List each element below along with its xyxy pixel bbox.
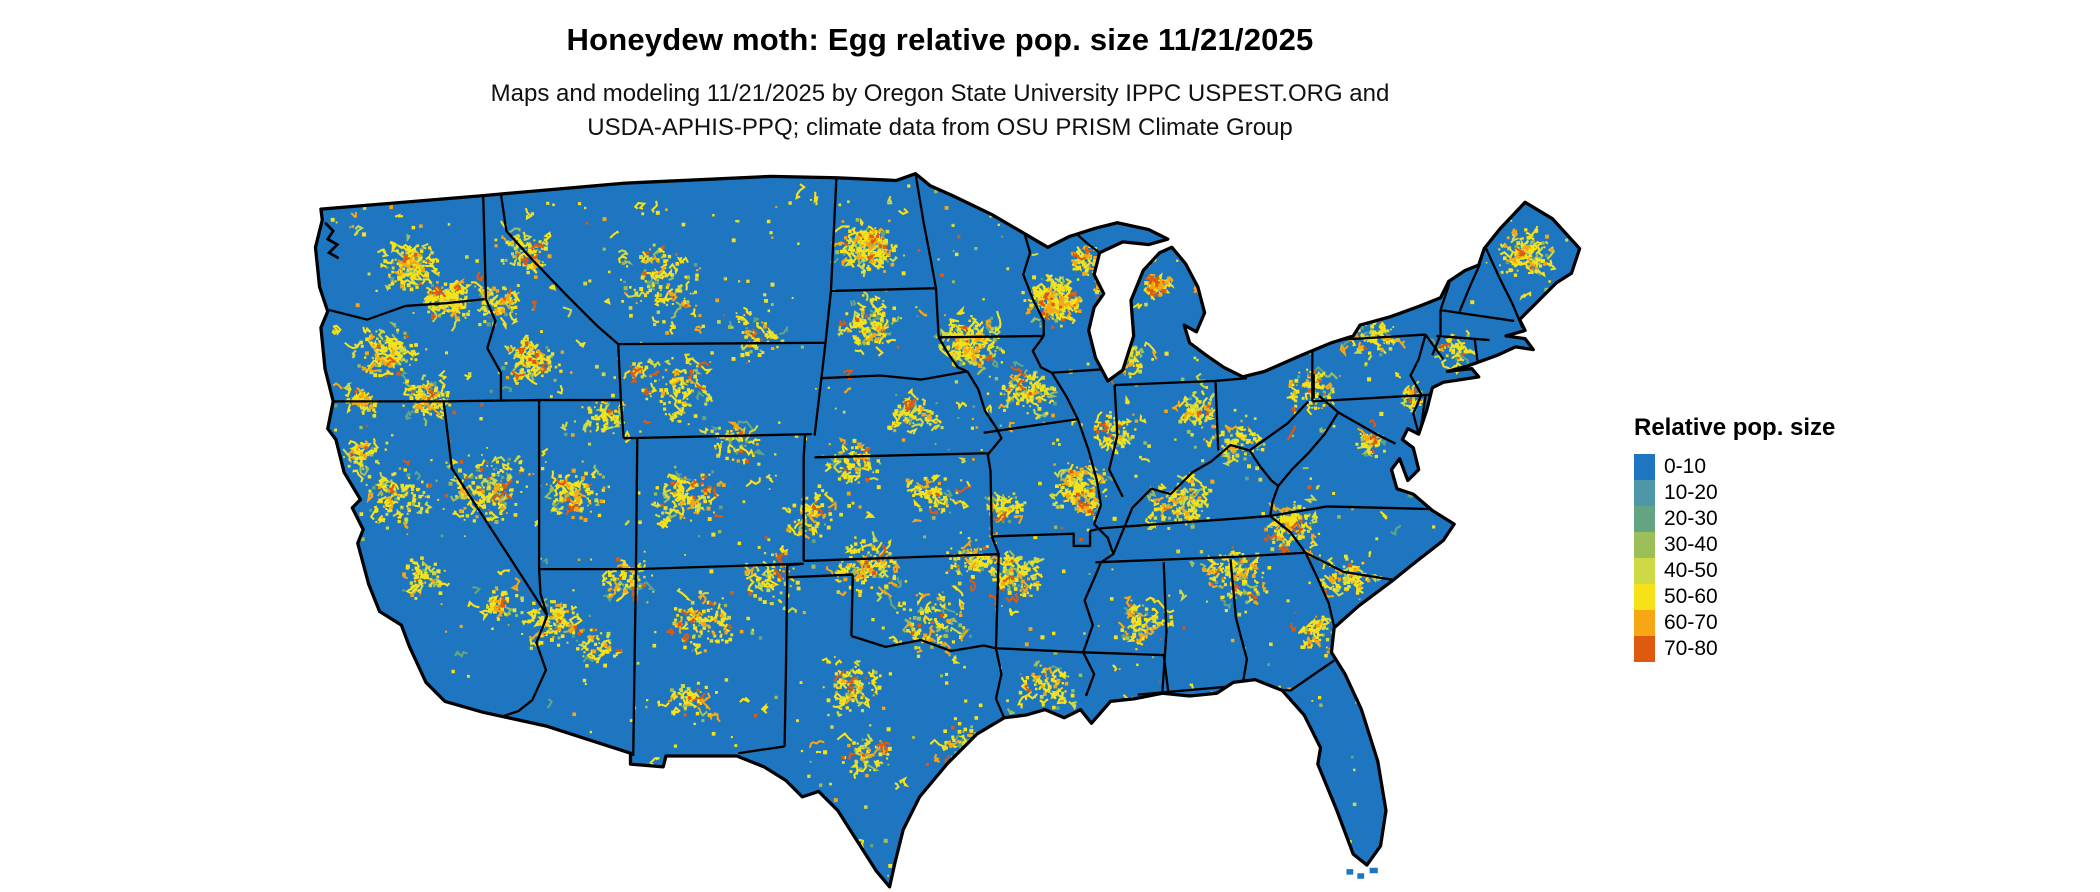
legend-item: 60-70 bbox=[1634, 610, 1835, 636]
legend-label: 20-30 bbox=[1664, 507, 1718, 530]
legend-swatch bbox=[1634, 454, 1655, 480]
legend-swatch bbox=[1634, 610, 1655, 636]
legend-swatch bbox=[1634, 636, 1655, 662]
legend-item: 0-10 bbox=[1634, 454, 1835, 480]
legend-label: 50-60 bbox=[1664, 585, 1718, 608]
legend-swatch bbox=[1634, 532, 1655, 558]
legend-label: 70-80 bbox=[1664, 637, 1718, 660]
legend-items: 0-10 10-20 20-30 30-40 40-50 50-60 60-70 70-80 bbox=[1634, 454, 1835, 662]
legend-label: 0-10 bbox=[1664, 455, 1707, 478]
legend-item: 30-40 bbox=[1634, 532, 1835, 558]
legend-label: 30-40 bbox=[1664, 533, 1718, 556]
legend-swatch bbox=[1634, 506, 1655, 532]
florida-keys bbox=[1346, 867, 1378, 879]
us-map bbox=[313, 172, 1582, 889]
legend-item: 70-80 bbox=[1634, 636, 1835, 662]
legend-item: 20-30 bbox=[1634, 506, 1835, 532]
legend-label: 60-70 bbox=[1664, 611, 1718, 634]
us-outline bbox=[313, 172, 1582, 889]
page-title: Honeydew moth: Egg relative pop. size 11… bbox=[566, 22, 1314, 57]
legend-swatch bbox=[1634, 558, 1655, 584]
subtitle-line-2: USDA-APHIS-PPQ; climate data from OSU PR… bbox=[587, 114, 1293, 141]
legend-swatch bbox=[1634, 584, 1655, 610]
us-landmass bbox=[315, 173, 1580, 887]
legend-label: 10-20 bbox=[1664, 481, 1718, 504]
legend-swatch bbox=[1634, 480, 1655, 506]
legend-item: 40-50 bbox=[1634, 558, 1835, 584]
legend-item: 10-20 bbox=[1634, 480, 1835, 506]
legend-title: Relative pop. size bbox=[1634, 414, 1836, 441]
subtitle-line-1: Maps and modeling 11/21/2025 by Oregon S… bbox=[490, 80, 1390, 107]
legend-item: 50-60 bbox=[1634, 584, 1835, 610]
legend-label: 40-50 bbox=[1664, 559, 1718, 582]
puget-sound-inlets bbox=[324, 221, 340, 260]
legend: Relative pop. size 0-10 10-20 20-30 30-40 40… bbox=[1634, 414, 1835, 662]
state-borders bbox=[328, 173, 1524, 756]
